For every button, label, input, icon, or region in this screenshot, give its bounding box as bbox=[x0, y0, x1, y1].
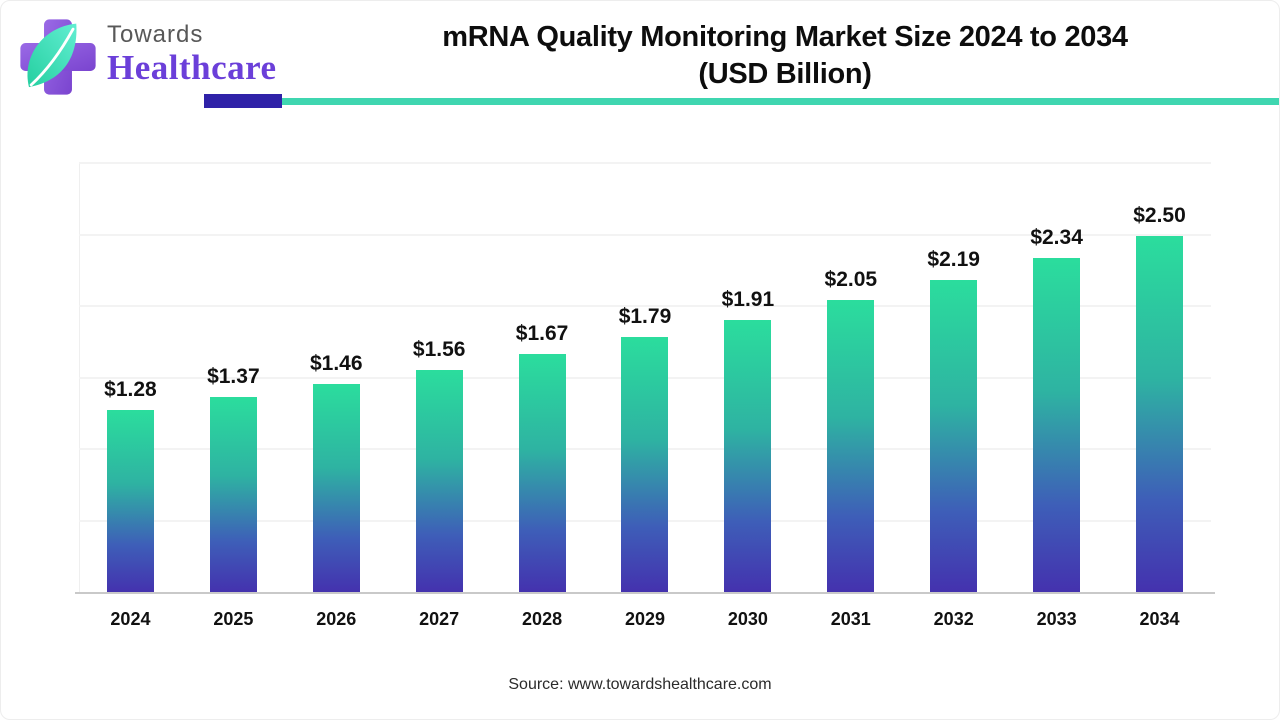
chart-title: mRNA Quality Monitoring Market Size 2024… bbox=[301, 19, 1269, 93]
bar-value-label: $1.56 bbox=[412, 337, 466, 361]
bar-value-label: $1.28 bbox=[104, 377, 157, 401]
bar bbox=[415, 369, 463, 593]
bar bbox=[1136, 235, 1184, 593]
bar bbox=[312, 384, 360, 593]
bar-column-2033: $2.34 bbox=[1005, 164, 1108, 593]
x-axis-label: 2032 bbox=[933, 609, 974, 629]
bar-column-2031: $2.05 bbox=[799, 164, 902, 593]
bar-value-label: $2.50 bbox=[1133, 203, 1186, 227]
bars-row: $1.28 $1.37 $1.46 $1.56 $1.67 $1.79 $1.91 $2.05… bbox=[79, 164, 1211, 593]
bar bbox=[827, 299, 875, 593]
bar-column-2032: $2.19 bbox=[902, 164, 1005, 593]
brand-text: Towards Healthcare bbox=[107, 21, 277, 87]
gridline bbox=[79, 162, 1211, 164]
bar-column-2026: $1.46 bbox=[285, 164, 388, 593]
x-axis-labels: 2024 2025 2026 2027 2028 2029 2030 2031 2032 2033… bbox=[79, 609, 1211, 630]
bar-value-label: $2.34 bbox=[1030, 226, 1083, 250]
x-axis-label: 2033 bbox=[1036, 609, 1077, 629]
source-attribution: Source: www.towardshealthcare.com bbox=[508, 676, 772, 693]
header-rule-teal bbox=[282, 98, 1279, 105]
gridline bbox=[79, 233, 1211, 236]
brand-name-top: Towards bbox=[107, 21, 204, 48]
bar bbox=[621, 337, 669, 593]
bar-value-label: $1.46 bbox=[309, 352, 363, 376]
bar-value-label: $1.67 bbox=[515, 322, 569, 346]
leaf-icon bbox=[27, 23, 77, 88]
towards-healthcare-logo-icon bbox=[20, 19, 96, 95]
x-axis-label: 2034 bbox=[1139, 609, 1180, 629]
x-axis-label: 2029 bbox=[624, 609, 665, 629]
bar-value-label: $1.91 bbox=[721, 287, 775, 311]
chart-title-line2: (USD Billion) bbox=[698, 58, 872, 90]
leaf-vein bbox=[29, 27, 75, 87]
bar-value-label: $1.37 bbox=[207, 365, 260, 389]
bar bbox=[930, 279, 978, 593]
x-axis-label: 2024 bbox=[110, 609, 151, 629]
bar-column-2034: $2.50 bbox=[1108, 164, 1211, 593]
bar-value-label: $1.79 bbox=[618, 305, 672, 329]
bar bbox=[106, 409, 154, 593]
x-axis-label: 2027 bbox=[419, 609, 460, 629]
header-rule-indigo bbox=[204, 94, 282, 108]
bar bbox=[209, 397, 257, 593]
bar-value-label: $2.05 bbox=[824, 267, 878, 291]
bar-column-2029: $1.79 bbox=[594, 164, 697, 593]
bar-column-2030: $1.91 bbox=[696, 164, 799, 593]
bar-column-2028: $1.67 bbox=[491, 164, 594, 593]
gridline bbox=[79, 305, 1211, 308]
x-axis-baseline bbox=[75, 592, 1215, 594]
bar bbox=[518, 354, 566, 593]
bar bbox=[1033, 258, 1081, 593]
x-axis-label: 2028 bbox=[522, 609, 563, 629]
brand-name-bottom: Healthcare bbox=[107, 48, 277, 87]
bar-value-label: $2.19 bbox=[927, 247, 980, 271]
bar-column-2027: $1.56 bbox=[388, 164, 491, 593]
bar bbox=[724, 319, 772, 593]
bar-column-2025: $1.37 bbox=[182, 164, 285, 593]
x-axis-label: 2026 bbox=[316, 609, 357, 629]
bar-column-2024: $1.28 bbox=[79, 164, 182, 593]
x-axis-label: 2031 bbox=[830, 609, 871, 629]
chart-title-line1: mRNA Quality Monitoring Market Size 2024… bbox=[442, 21, 1128, 53]
bar-chart-plot-area: $1.28 $1.37 $1.46 $1.56 $1.67 $1.79 $1.91 $2.05… bbox=[79, 162, 1211, 593]
y-axis-line bbox=[79, 164, 80, 593]
x-axis-label: 2030 bbox=[727, 609, 768, 629]
x-axis-label: 2025 bbox=[213, 609, 254, 629]
